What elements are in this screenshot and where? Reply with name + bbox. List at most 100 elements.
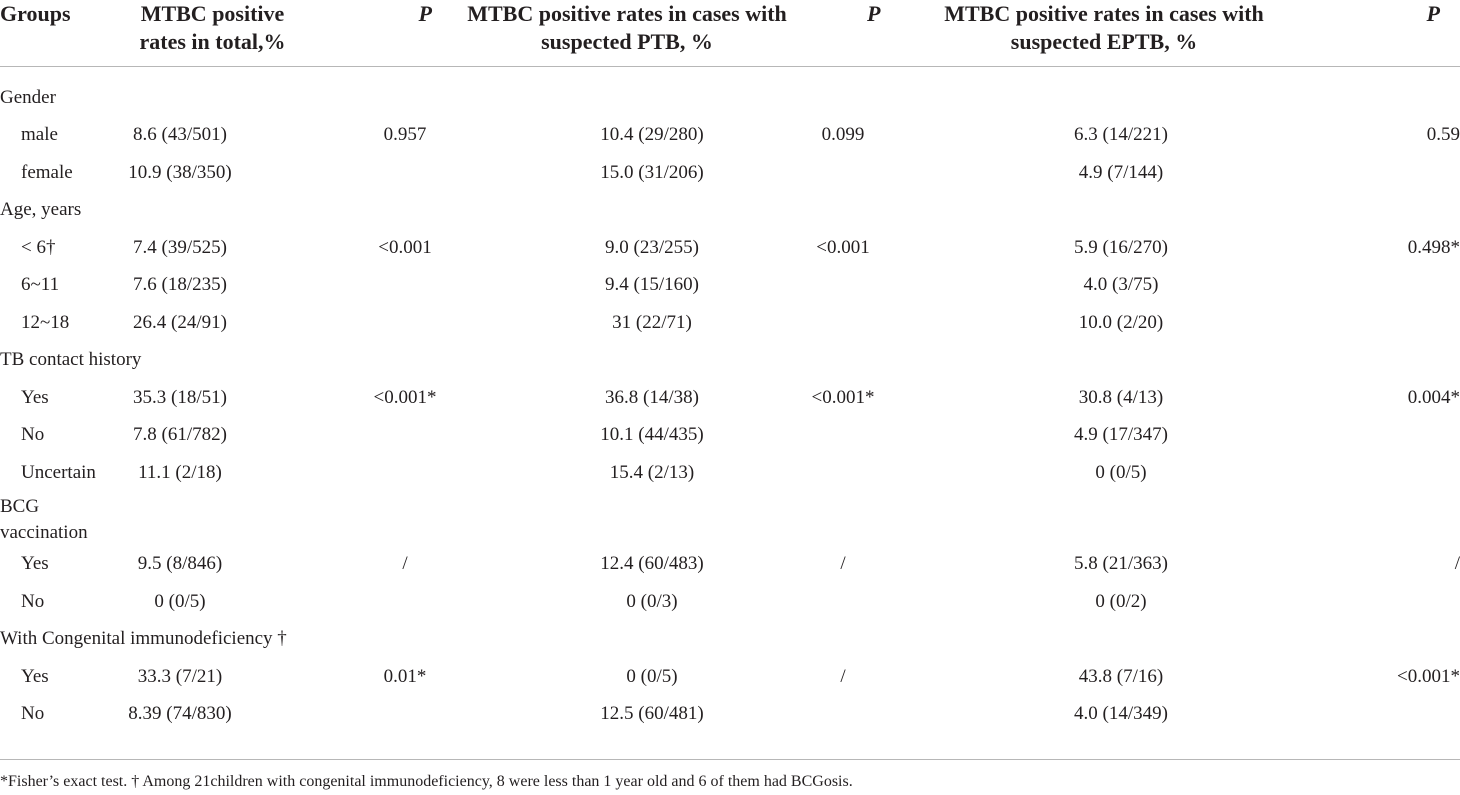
cell-p-total (310, 454, 532, 492)
cell-total: 8.6 (43/501) (133, 124, 227, 146)
row-label: female (21, 161, 73, 183)
header-p2: P (867, 1, 881, 26)
section-row: Age, years (0, 192, 1460, 230)
cell-eptb: 4.9 (17/347) (1074, 424, 1168, 446)
header-total: MTBC positive rates in total,% (115, 0, 310, 67)
cell-p-total: <0.001* (373, 386, 437, 408)
cell-p-eptb: <0.001* (1397, 665, 1460, 687)
row-label: < 6† (21, 236, 56, 258)
cell-p-ptb: / (840, 665, 846, 687)
cell-ptb: 12.5 (60/481) (600, 703, 704, 725)
section-row: TB contact history (0, 342, 1460, 380)
cell-eptb: 6.3 (14/221) (1074, 124, 1168, 146)
header-p3: P (1338, 0, 1460, 67)
cell-eptb: 30.8 (4/13) (1078, 386, 1164, 408)
header-eptb-text: MTBC positive rates in cases with suspec… (944, 1, 1264, 54)
cell-total: 7.6 (18/235) (133, 274, 227, 296)
table-row: Yes 35.3 (18/51) <0.001* 36.8 (14/38) <0.001… (0, 379, 1460, 417)
cell-p-ptb (732, 454, 934, 492)
table-row: Yes 9.5 (8/846) / 12.4 (60/483) / 5.8 (21/363… (0, 546, 1460, 584)
cell-ptb: 12.4 (60/483) (600, 553, 704, 575)
table-row: < 6† 7.4 (39/525) <0.001 9.0 (23/255) <0.001… (0, 229, 1460, 267)
footer-divider (0, 759, 1460, 760)
header-ptb-text: MTBC positive rates in cases with suspec… (467, 1, 787, 54)
cell-total: 10.9 (38/350) (128, 161, 232, 183)
cell-p-eptb (1338, 583, 1460, 621)
cell-p-total: <0.001 (378, 236, 432, 258)
cell-p-ptb (732, 417, 934, 455)
table-row: 6~11 7.6 (18/235) 9.4 (15/160) 4.0 (3/75) (0, 267, 1460, 305)
cell-total: 9.5 (8/846) (137, 553, 223, 575)
cell-p-ptb (732, 154, 934, 192)
table-row: No 0 (0/5) 0 (0/3) 0 (0/2) (0, 583, 1460, 621)
cell-p-ptb (732, 583, 934, 621)
row-label: No (21, 424, 45, 446)
cell-p-eptb: / (1454, 553, 1460, 575)
section-title: With Congenital immunodeficiency † (0, 628, 287, 650)
cell-total: 35.3 (18/51) (133, 386, 227, 408)
header-ptb: MTBC positive rates in cases with suspec… (467, 0, 934, 67)
cell-p-ptb (732, 304, 934, 342)
cell-p-eptb (1338, 154, 1460, 192)
section-row: With Congenital immunodeficiency † (0, 621, 1460, 659)
cell-eptb: 5.8 (21/363) (1074, 553, 1168, 575)
cell-p-total (310, 304, 532, 342)
cell-p-ptb: 0.099 (821, 124, 865, 146)
cell-eptb: 0 (0/2) (1095, 590, 1147, 612)
row-label: Yes (21, 553, 49, 575)
cell-p-total: / (402, 553, 408, 575)
cell-p-total (310, 696, 532, 734)
cell-p-eptb: 0.004* (1407, 386, 1460, 408)
cell-ptb: 10.1 (44/435) (600, 424, 704, 446)
row-label: No (21, 703, 45, 725)
cell-ptb: 0 (0/5) (626, 665, 678, 687)
section-title: Age, years (0, 199, 82, 221)
cell-p-eptb (1338, 696, 1460, 734)
cell-p-ptb: / (840, 553, 846, 575)
cell-ptb: 9.4 (15/160) (605, 274, 699, 296)
section-row: Gender (0, 79, 1460, 117)
row-label: male (21, 124, 58, 146)
cell-eptb: 4.9 (7/144) (1078, 161, 1164, 183)
cell-p-total: 0.01* (383, 665, 427, 687)
header-eptb: MTBC positive rates in cases with suspec… (934, 0, 1338, 67)
row-label: Yes (21, 386, 49, 408)
cell-total: 8.39 (74/830) (128, 703, 232, 725)
table-row: female 10.9 (38/350) 15.0 (31/206) 4.9 (7/1… (0, 154, 1460, 192)
cell-eptb: 4.0 (14/349) (1074, 703, 1168, 725)
cell-total: 33.3 (7/21) (137, 665, 223, 687)
cell-ptb: 15.0 (31/206) (600, 161, 704, 183)
table-row: No 8.39 (74/830) 12.5 (60/481) 4.0 (14/349) (0, 696, 1460, 734)
section-row: BCG vaccination (0, 492, 1460, 546)
cell-p-eptb (1338, 267, 1460, 305)
cell-p-ptb: <0.001 (816, 236, 870, 258)
table-body: Gender male 8.6 (43/501) 0.957 10.4 (29/280)… (0, 79, 1460, 733)
table-row: 12~18 26.4 (24/91) 31 (22/71) 10.0 (2/20) (0, 304, 1460, 342)
cell-p-total: 0.957 (383, 124, 427, 146)
cell-p-eptb (1338, 454, 1460, 492)
data-table: Groups MTBC positive rates in total,% P … (0, 0, 1460, 733)
row-label: 12~18 (21, 311, 70, 333)
cell-p-eptb: 0.498* (1407, 236, 1460, 258)
table-row: No 7.8 (61/782) 10.1 (44/435) 4.9 (17/347) (0, 417, 1460, 455)
cell-p-total (310, 154, 532, 192)
cell-ptb: 10.4 (29/280) (600, 124, 704, 146)
table-header: Groups MTBC positive rates in total,% P … (0, 0, 1460, 79)
row-label: No (21, 590, 45, 612)
cell-p-eptb (1338, 417, 1460, 455)
cell-p-total (310, 583, 532, 621)
cell-ptb: 31 (22/71) (612, 311, 692, 333)
table-row: Uncertain 11.1 (2/18) 15.4 (2/13) 0 (0/5) (0, 454, 1460, 492)
cell-ptb: 36.8 (14/38) (605, 386, 699, 408)
section-title: TB contact history (0, 349, 142, 371)
table-footnote: *Fisher’s exact test. † Among 21children… (0, 773, 853, 790)
table-row: male 8.6 (43/501) 0.957 10.4 (29/280) 0.099 6… (0, 117, 1460, 155)
cell-eptb: 10.0 (2/20) (1078, 311, 1164, 333)
cell-total: 11.1 (2/18) (138, 461, 222, 483)
cell-p-total (310, 417, 532, 455)
header-p1: P (310, 0, 532, 67)
cell-eptb: 0 (0/5) (1095, 461, 1147, 483)
section-title: BCG vaccination (0, 495, 88, 543)
cell-total: 0 (0/5) (154, 590, 206, 612)
